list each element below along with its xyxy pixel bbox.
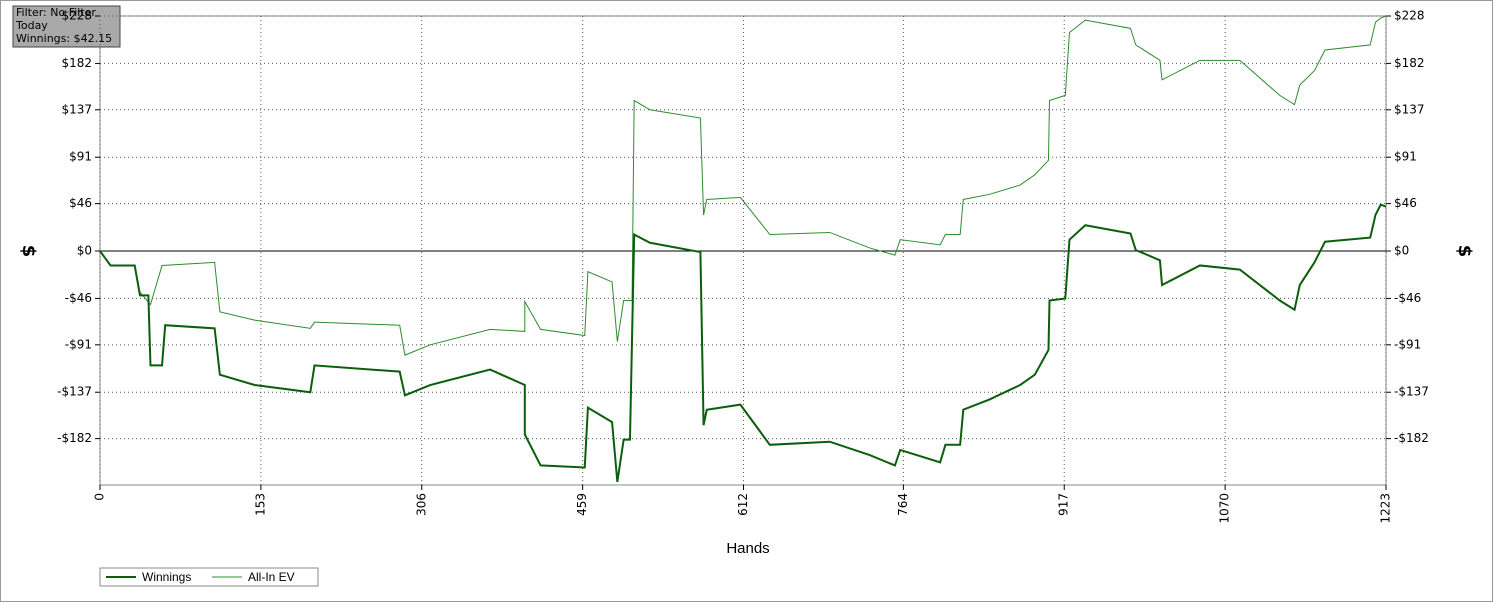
x-tick-label: 1223 [1379, 493, 1393, 524]
x-tick-label: 306 [414, 493, 428, 516]
y-tick-label-right: $0 [1394, 244, 1409, 258]
x-tick-label: 917 [1057, 493, 1071, 516]
y-tick-label: $228 [61, 9, 92, 23]
y-axis-label-right: $ [1454, 245, 1475, 258]
legend-label: All-In EV [248, 570, 295, 584]
x-tick-label: 612 [736, 493, 750, 516]
x-tick-label: 1070 [1218, 493, 1232, 524]
y-tick-label-right: -$91 [1394, 337, 1421, 351]
y-tick-label-right: $182 [1394, 56, 1425, 70]
y-tick-label: -$137 [57, 385, 92, 399]
series-line [99, 203, 1387, 483]
y-tick-label: -$91 [65, 337, 92, 351]
y-tick-label: $46 [69, 196, 92, 210]
y-tick-label-right: -$46 [1394, 291, 1421, 305]
y-tick-label: $137 [61, 102, 92, 116]
x-tick-label: 0 [93, 493, 107, 501]
plot-area [99, 15, 1387, 486]
info-line: Filter: No Filter [16, 6, 96, 19]
info-line: Today [15, 19, 48, 32]
y-tick-label: $0 [77, 244, 92, 258]
x-tick-label: 764 [896, 493, 910, 516]
y-tick-label: -$46 [65, 291, 92, 305]
info-box-bg [12, 5, 121, 48]
y-tick-label: $91 [69, 150, 92, 164]
series-line [99, 15, 1387, 356]
x-tick-label: 153 [253, 493, 267, 516]
legend-box [99, 567, 319, 587]
info-line: Winnings: $42.15 [16, 32, 112, 45]
y-tick-label: $182 [61, 56, 92, 70]
y-tick-label-right: -$137 [1394, 385, 1429, 399]
legend-label: Winnings [142, 570, 191, 584]
x-tick-label: 459 [575, 493, 589, 516]
legend: Winnings All-In EV [99, 567, 319, 587]
y-tick-label-right: -$182 [1394, 431, 1429, 445]
y-tick-label: -$182 [57, 431, 92, 445]
y-tick-label-right: $91 [1394, 150, 1417, 164]
x-axis-label: Hands [726, 540, 769, 557]
y-tick-label-right: $46 [1394, 196, 1417, 210]
y-tick-label-right: $137 [1394, 102, 1425, 116]
y-tick-label-right: $228 [1394, 9, 1425, 23]
y-axis-label: $ [18, 245, 39, 258]
